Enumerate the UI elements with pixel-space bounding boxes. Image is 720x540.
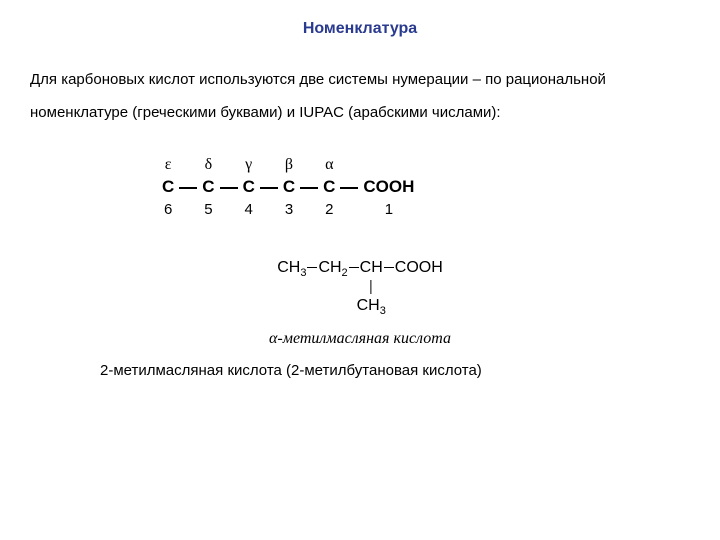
num-label: 6: [160, 198, 176, 220]
intro-text: Для карбоновых кислот используются две с…: [30, 63, 690, 129]
num-label: 3: [281, 198, 297, 220]
branch-group: CH3: [357, 297, 386, 314]
bond-icon: [337, 176, 361, 198]
atom-group: CH: [360, 259, 383, 276]
rational-name: α-метилмасляная кислота: [30, 330, 690, 348]
atom-group: CH2: [318, 259, 347, 276]
page-title: Номенклатура: [30, 20, 690, 38]
atom-row: C C C C C COOH: [160, 176, 416, 198]
bond-icon: [349, 267, 359, 268]
greek-label: β: [281, 154, 297, 176]
bond-icon: [257, 176, 281, 198]
example-formula: CH3 CH2 CHCH3 COOH: [30, 258, 690, 280]
bond-icon: [297, 176, 321, 198]
greek-label: α: [321, 154, 337, 176]
atom-label: C: [200, 176, 216, 198]
number-row: 6 5 4 3 2 1: [160, 198, 416, 220]
greek-label: γ: [241, 154, 257, 176]
atom-label: C: [160, 176, 176, 198]
greek-row: ε δ γ β α: [160, 154, 416, 176]
atom-group: COOH: [395, 259, 443, 276]
iupac-name: 2-метилмасляная кислота (2-метилбутанова…: [100, 362, 690, 379]
bond-icon: [176, 176, 200, 198]
num-label: 5: [200, 198, 216, 220]
bond-icon: [217, 176, 241, 198]
atom-label: C: [241, 176, 257, 198]
bond-icon: [384, 267, 394, 268]
rational-name-text: -метилмасляная кислота: [277, 330, 451, 347]
atom-label: C: [281, 176, 297, 198]
atom-group: CH3: [277, 259, 306, 276]
num-label: 4: [241, 198, 257, 220]
greek-label: ε: [160, 154, 176, 176]
atom-label: C: [321, 176, 337, 198]
bond-icon: [371, 280, 372, 294]
bond-icon: [307, 267, 317, 268]
atom-label: COOH: [361, 176, 416, 198]
branch-carbon: CHCH3: [360, 258, 383, 279]
num-label: 2: [321, 198, 337, 220]
num-label: 1: [361, 198, 416, 220]
greek-label: [361, 154, 416, 176]
carbon-chain-diagram: ε δ γ β α C C C C C COOH 6: [160, 154, 690, 220]
greek-label: δ: [200, 154, 216, 176]
